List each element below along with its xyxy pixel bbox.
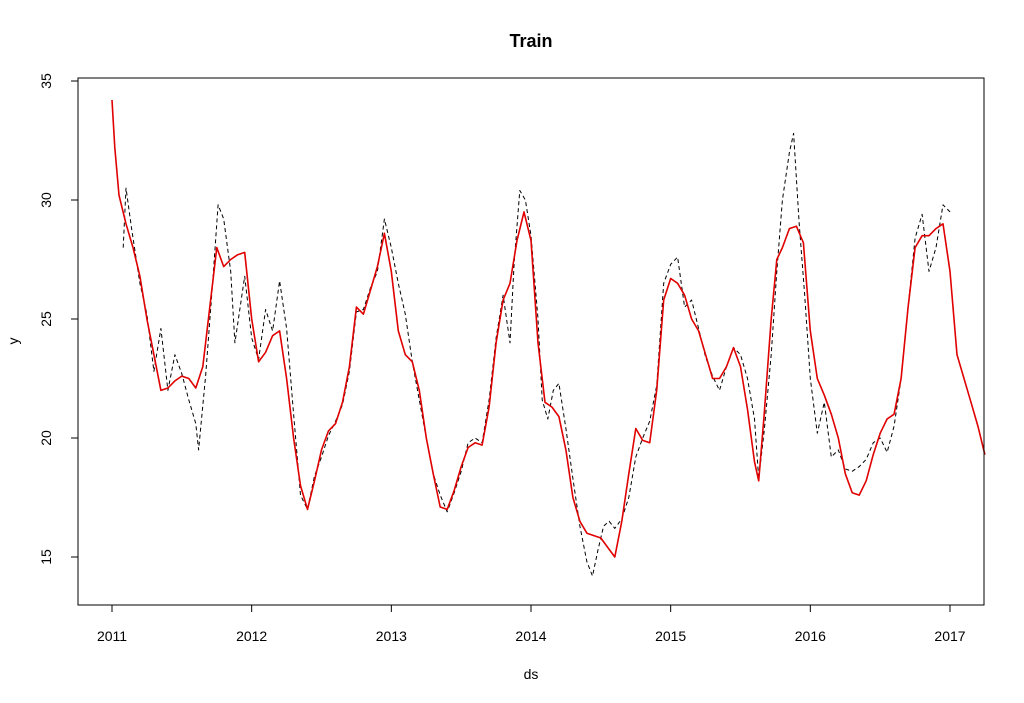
x-axis-label: ds bbox=[524, 666, 539, 682]
plot-frame bbox=[77, 77, 985, 606]
y-tick-label: 15 bbox=[38, 549, 54, 565]
series-layer bbox=[111, 99, 986, 577]
x-tick-label: 2017 bbox=[934, 628, 965, 644]
x-axis: 2011 2012 2013 2014 2015 2016 2017 bbox=[97, 604, 966, 644]
series-line-1 bbox=[111, 99, 986, 558]
x-tick-label: 2011 bbox=[97, 628, 127, 644]
y-axis: 15 20 25 30 35 bbox=[38, 73, 79, 565]
x-tick-label: 2016 bbox=[795, 628, 826, 644]
x-tick-label: 2012 bbox=[236, 628, 267, 644]
y-tick-label: 20 bbox=[38, 430, 54, 446]
y-tick-label: 30 bbox=[38, 192, 54, 208]
y-tick-label: 25 bbox=[38, 311, 54, 327]
y-axis-label: y bbox=[5, 338, 21, 345]
series-line-0 bbox=[122, 132, 951, 577]
x-tick-label: 2015 bbox=[655, 628, 686, 644]
x-tick-label: 2013 bbox=[376, 628, 407, 644]
x-tick-label: 2014 bbox=[515, 628, 546, 644]
chart-title: Train bbox=[509, 31, 552, 51]
y-tick-label: 35 bbox=[38, 73, 54, 89]
